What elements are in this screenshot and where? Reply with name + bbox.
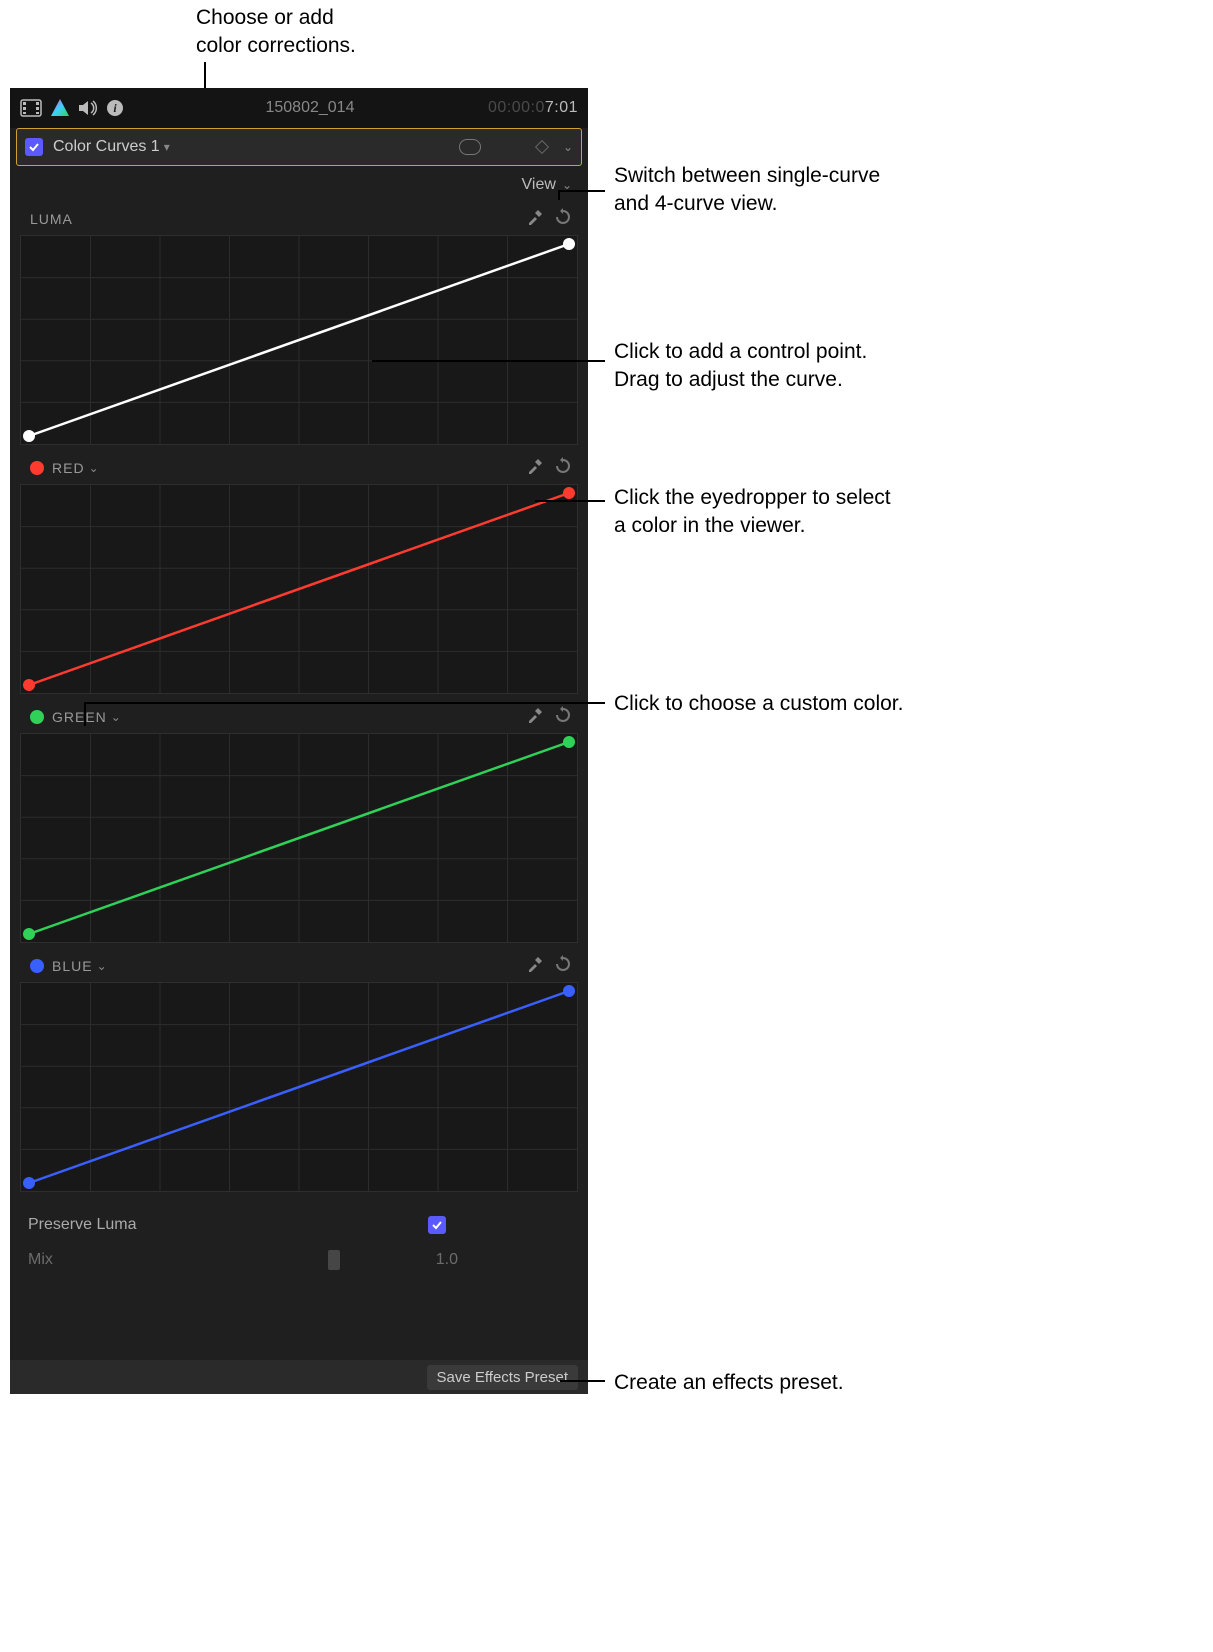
eyedropper-icon[interactable] <box>526 706 544 727</box>
curve-graph[interactable] <box>20 484 578 694</box>
timecode-prefix: 00:00:0 <box>488 99 545 116</box>
curve-label: BLUE <box>52 958 93 974</box>
curve-green: GREEN ⌄ <box>20 700 578 943</box>
curve-red: RED ⌄ <box>20 451 578 694</box>
chevron-down-icon[interactable]: ⌄ <box>97 959 108 973</box>
leader-preset <box>560 1380 605 1382</box>
curve-graph[interactable] <box>20 733 578 943</box>
view-selector[interactable]: View ⌄ <box>10 166 588 198</box>
eyedropper-icon[interactable] <box>526 955 544 976</box>
curves-container: LUMARED ⌄GREEN ⌄BLUE ⌄ <box>10 198 588 1192</box>
preserve-luma-checkbox[interactable] <box>428 1216 446 1234</box>
mix-row: Mix 1.0 <box>28 1242 570 1278</box>
callout-choose: Choose or add color corrections. <box>196 4 356 61</box>
inspector-panel: i 150802_014 00:00:07:01 Color Curves 1 … <box>10 88 588 1394</box>
reset-icon[interactable] <box>554 457 572 478</box>
curve-header: BLUE ⌄ <box>20 949 578 982</box>
effect-enabled-checkbox[interactable] <box>25 138 43 156</box>
chevron-down-icon: ▾ <box>164 140 170 154</box>
video-tab-icon[interactable] <box>20 99 42 117</box>
callout-customcolor: Click to choose a custom color. <box>614 690 903 718</box>
color-swatch[interactable] <box>30 710 44 724</box>
params-section: Preserve Luma Mix 1.0 <box>10 1198 588 1288</box>
curve-blue: BLUE ⌄ <box>20 949 578 1192</box>
curve-label: LUMA <box>30 211 73 227</box>
leader-view <box>558 190 605 192</box>
chevron-down-icon[interactable]: ⌄ <box>89 461 100 475</box>
inspector-topbar: i 150802_014 00:00:07:01 <box>10 88 588 128</box>
curve-luma: LUMA <box>20 202 578 445</box>
leader-controlpoint <box>372 360 605 362</box>
timecode-suffix: 7:01 <box>545 99 578 116</box>
chevron-down-icon[interactable]: ⌄ <box>111 710 122 724</box>
callout-controlpoint: Click to add a control point. Drag to ad… <box>614 338 867 395</box>
callout-view: Switch between single-curve and 4-curve … <box>614 162 880 219</box>
leader-customcolor-v <box>84 702 86 726</box>
curve-graph[interactable] <box>20 235 578 445</box>
chevron-down-icon[interactable]: ⌄ <box>563 140 573 154</box>
curve-header: LUMA <box>20 202 578 235</box>
eyedropper-icon[interactable] <box>526 208 544 229</box>
curve-graph[interactable] <box>20 982 578 1192</box>
color-tab-icon[interactable] <box>50 98 70 118</box>
audio-tab-icon[interactable] <box>78 99 98 117</box>
mix-label: Mix <box>28 1251 328 1269</box>
curve-label: RED <box>52 460 85 476</box>
mix-slider[interactable] <box>328 1250 340 1270</box>
keyframe-icon[interactable] <box>535 140 549 154</box>
callout-eyedropper: Click the eyedropper to select a color i… <box>614 484 891 541</box>
correction-selector-row: Color Curves 1 ▾ ⌄ <box>16 128 582 166</box>
color-swatch[interactable] <box>30 959 44 973</box>
inspector-footer: Save Effects Preset <box>10 1360 588 1394</box>
timecode: 00:00:07:01 <box>488 99 578 117</box>
callout-preset: Create an effects preset. <box>614 1369 844 1397</box>
preserve-luma-row: Preserve Luma <box>28 1208 570 1242</box>
reset-icon[interactable] <box>554 706 572 727</box>
preserve-luma-label: Preserve Luma <box>28 1216 328 1234</box>
save-effects-preset-button[interactable]: Save Effects Preset <box>427 1365 578 1390</box>
effect-name-label: Color Curves 1 <box>53 138 160 156</box>
reset-icon[interactable] <box>554 208 572 229</box>
curve-header: GREEN ⌄ <box>20 700 578 733</box>
mix-value: 1.0 <box>398 1251 458 1269</box>
reset-icon[interactable] <box>554 955 572 976</box>
clip-title: 150802_014 <box>132 99 488 117</box>
info-tab-icon[interactable]: i <box>106 99 124 117</box>
leader-customcolor-h <box>84 702 605 704</box>
color-swatch[interactable] <box>30 461 44 475</box>
eyedropper-icon[interactable] <box>526 457 544 478</box>
leader-eyedropper <box>535 500 605 502</box>
view-label: View <box>522 176 556 194</box>
mask-icon[interactable] <box>459 139 481 155</box>
curve-header: RED ⌄ <box>20 451 578 484</box>
correction-selector[interactable]: Color Curves 1 ▾ <box>53 138 449 156</box>
tick-view <box>558 190 560 200</box>
curve-label: GREEN <box>52 709 107 725</box>
